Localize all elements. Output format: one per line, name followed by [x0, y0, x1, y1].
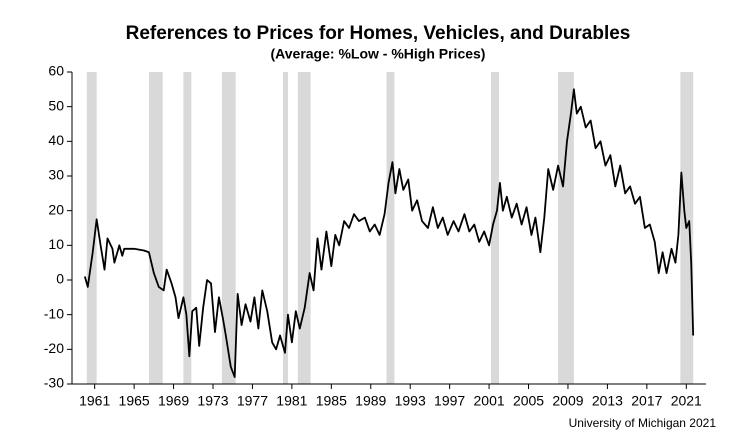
x-tick-label: 1989 [355, 393, 386, 409]
y-tick-label: 10 [48, 236, 64, 252]
x-tick-label: 1993 [395, 393, 426, 409]
x-tick-label: 2001 [474, 393, 505, 409]
x-tick-label: 2009 [552, 393, 583, 409]
x-tick-label: 2005 [513, 393, 544, 409]
y-tick-label: 30 [48, 167, 64, 183]
y-tick-label: 0 [56, 271, 64, 287]
y-tick-label: 40 [48, 132, 64, 148]
recession-band [148, 72, 163, 384]
x-tick-label: 1985 [316, 393, 347, 409]
x-tick-label: 1965 [119, 393, 150, 409]
x-tick-label: 1997 [434, 393, 465, 409]
recession-band [558, 72, 574, 384]
x-tick-label: 2017 [631, 393, 662, 409]
y-tick-label: -30 [44, 375, 64, 391]
x-tick-label: 1981 [276, 393, 307, 409]
y-tick-label: -10 [44, 305, 64, 321]
recession-band [221, 72, 236, 384]
x-tick-label: 1961 [79, 393, 110, 409]
recession-band [491, 72, 499, 384]
x-tick-label: 2013 [592, 393, 623, 409]
x-tick-label: 1977 [237, 393, 268, 409]
x-tick-label: 1973 [197, 393, 228, 409]
data-line [83, 88, 695, 378]
y-tick-label: 50 [48, 97, 64, 113]
y-tick-label: -20 [44, 340, 64, 356]
recession-band [86, 72, 97, 384]
chart-subtitle: (Average: %Low - %High Prices) [271, 46, 486, 62]
recession-band [183, 72, 192, 384]
y-tick-label: 60 [48, 63, 64, 79]
recession-band [283, 72, 288, 384]
y-tick-label: 20 [48, 201, 64, 217]
recession-band [297, 72, 311, 384]
x-tick-label: 1969 [158, 393, 189, 409]
source-note: University of Michigan 2021 [569, 416, 717, 430]
recession-band [386, 72, 395, 384]
chart-title: References to Prices for Homes, Vehicles… [126, 23, 631, 44]
x-tick-label: 2021 [671, 393, 702, 409]
